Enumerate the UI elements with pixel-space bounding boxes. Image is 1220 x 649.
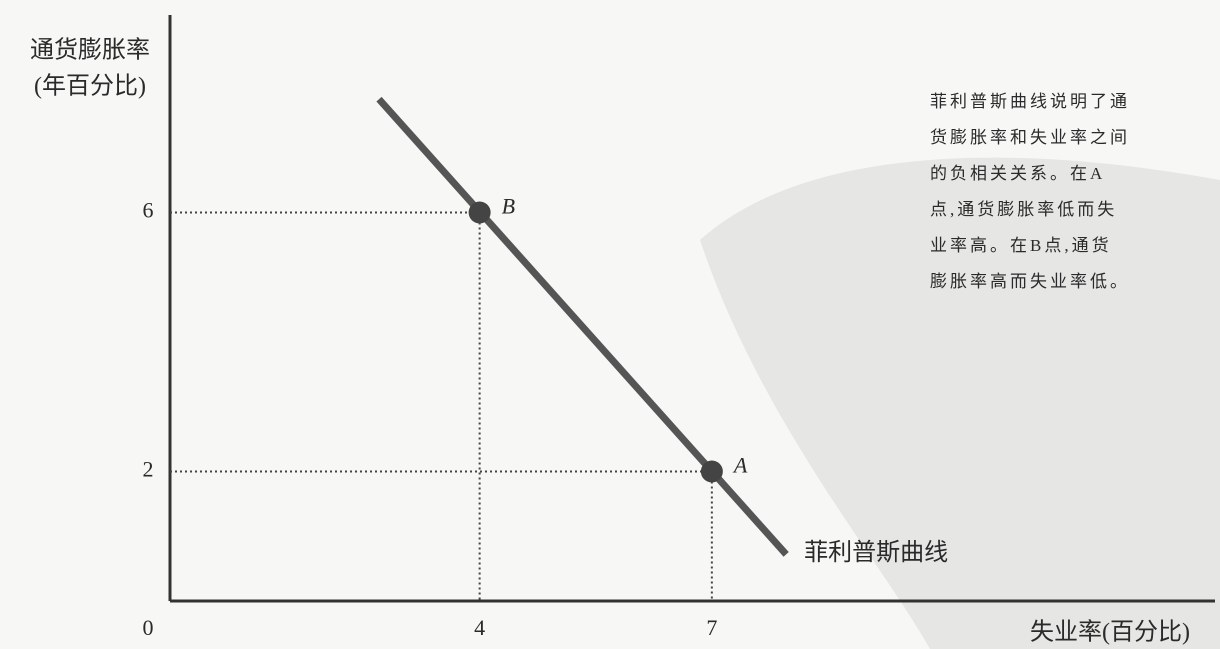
- y-axis-label: 通货膨胀率: [30, 37, 150, 64]
- annotation: 的负相关关系。在A: [930, 164, 1105, 183]
- point-label: B: [502, 194, 515, 219]
- annotation: 货膨胀率和失业率之间: [930, 128, 1130, 147]
- annotation: 膨胀率高而失业率低。: [930, 272, 1130, 291]
- annotation: 菲利普斯曲线说明了通: [930, 92, 1130, 111]
- annotation: 点,通货膨胀率低而失: [930, 200, 1117, 219]
- curve-label: 菲利普斯曲线: [804, 539, 948, 566]
- annotation: 业率高。在B点,通货: [930, 236, 1112, 255]
- point: [700, 460, 723, 483]
- x-tick-label: 7: [706, 615, 717, 640]
- x-axis-label: 失业率(百分比): [1030, 619, 1190, 646]
- y-tick-label: 6: [143, 198, 154, 223]
- point: [468, 201, 491, 224]
- curve: [376, 96, 789, 557]
- x-tick-label: 4: [474, 615, 485, 640]
- y-axis-label: (年百分比): [34, 73, 146, 100]
- watermark: [700, 157, 1220, 649]
- y-tick-label: 2: [143, 457, 154, 482]
- point-label: A: [732, 453, 748, 478]
- x-tick-label: 0: [143, 615, 154, 640]
